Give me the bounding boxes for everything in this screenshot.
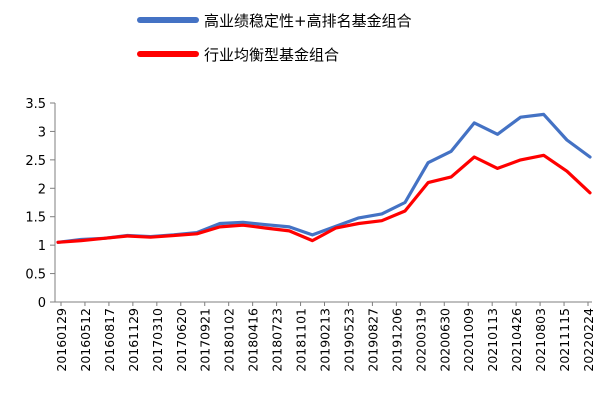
x-tick-label: 20191206 <box>389 308 404 372</box>
legend-label-1: 高业绩稳定性+高排名基金组合 <box>204 12 412 30</box>
legend-label-2: 行业均衡型基金组合 <box>204 46 339 64</box>
y-tick-label: 0.5 <box>25 268 46 283</box>
x-tick-label: 20190523 <box>341 308 356 372</box>
y-tick-label: 2 <box>38 182 46 197</box>
x-tick-label: 20160512 <box>78 308 93 372</box>
x-tick-label: 20211115 <box>557 308 572 372</box>
x-tick-label: 20180723 <box>270 308 285 372</box>
x-tick-label: 20210113 <box>485 308 500 372</box>
x-tick-label: 20210803 <box>533 308 548 372</box>
chart-series <box>56 112 592 244</box>
x-tick-label: 20200630 <box>437 308 452 372</box>
chart-axes: 0 0.5 1 1.5 2 2.5 3 3.5 20160129 20160512 20160817… <box>25 97 596 372</box>
y-tick-label: 1 <box>38 239 46 254</box>
x-tick-label: 20201009 <box>461 308 476 372</box>
y-tick-label: 1.5 <box>25 211 46 226</box>
x-tick-label: 20180102 <box>222 308 237 372</box>
x-tick-label: 20170620 <box>174 308 189 372</box>
x-tick-label: 20180416 <box>246 308 261 372</box>
x-tick-label: 20190827 <box>365 308 380 372</box>
series-line-1 <box>56 112 592 244</box>
x-tick-label: 20200319 <box>413 308 428 372</box>
y-tick-label: 2.5 <box>25 154 46 169</box>
x-tick-label: 20161129 <box>126 308 141 372</box>
x-tick-label: 20170310 <box>150 308 165 372</box>
x-tick-label: 20190213 <box>318 308 333 372</box>
x-tick-label: 20160817 <box>102 308 117 372</box>
series-line-2 <box>56 153 592 244</box>
x-tick-label: 20160129 <box>54 308 69 372</box>
x-tick-label: 20220224 <box>581 308 596 372</box>
y-tick-label: 3 <box>38 125 46 140</box>
y-tick-label: 3.5 <box>25 97 46 112</box>
y-tick-label: 0 <box>38 296 46 311</box>
x-tick-label: 20181101 <box>294 308 309 372</box>
x-tick-label: 20210426 <box>509 308 524 372</box>
x-tick-label: 20170921 <box>198 308 213 372</box>
